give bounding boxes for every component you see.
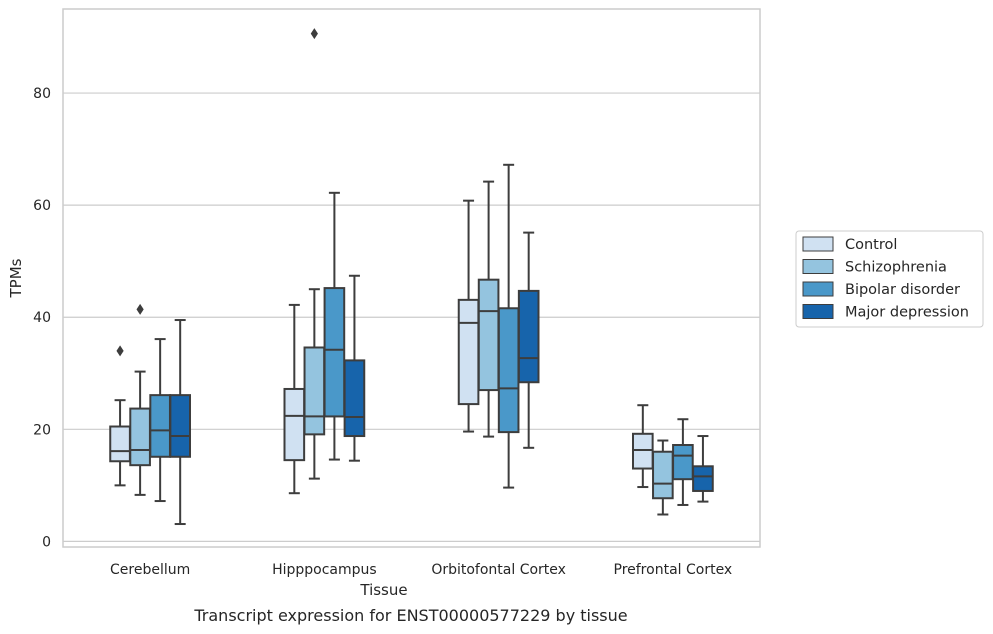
iqr-box [149, 394, 171, 458]
legend-label: Bipolar disorder [845, 282, 960, 298]
legend-label: Major depression [845, 305, 969, 321]
iqr-box [283, 387, 306, 462]
iqr-box [169, 394, 192, 458]
iqr-box [631, 432, 654, 470]
box-major-depression [169, 319, 192, 526]
x-tick-label: Prefrontal Cortex [614, 562, 733, 578]
legend-swatch [802, 281, 834, 297]
iqr-box [457, 298, 480, 406]
iqr-box [129, 407, 151, 467]
figure-caption: Transcript expression for ENST0000057722… [193, 606, 627, 625]
legend-label: Schizophrenia [845, 260, 947, 276]
box-major-depression [343, 274, 366, 462]
box-schizophrenia [652, 439, 674, 516]
plot-boxes [109, 28, 714, 526]
legend-swatch [802, 259, 834, 274]
outlier-point [116, 345, 124, 357]
plot-frame [62, 8, 761, 548]
y-axis-title: TPMs [7, 258, 25, 298]
iqr-box [497, 307, 520, 434]
box-bipolar-disorder [672, 418, 694, 506]
outlier-point [136, 303, 144, 315]
box-control [109, 345, 131, 487]
x-tick-label: Hipppocampus [272, 562, 377, 578]
legend-frame [795, 230, 984, 328]
iqr-box [343, 359, 366, 438]
box-major-depression [517, 231, 540, 449]
axis-ticks: 0 20 40 60 80 Cerebellum Hipppocampus Orbitofon… [33, 86, 732, 578]
iqr-box [323, 287, 346, 418]
box-schizophrenia [129, 303, 151, 496]
y-tick-label: 20 [33, 422, 51, 438]
iqr-box [517, 289, 540, 384]
legend-label: Control [845, 237, 897, 253]
legend-swatch [802, 304, 834, 319]
y-tick-label: 80 [33, 86, 51, 102]
x-tick-label: Cerebellum [110, 562, 190, 578]
box-bipolar-disorder [323, 191, 346, 461]
x-axis-title: Tissue [359, 581, 407, 599]
y-tick-label: 0 [42, 534, 51, 550]
legend-swatch [802, 236, 834, 252]
outlier-point [310, 28, 318, 40]
iqr-box [303, 346, 326, 436]
iqr-box [477, 278, 500, 392]
iqr-box [652, 450, 674, 500]
iqr-box [672, 444, 694, 481]
iqr-box [109, 425, 131, 463]
iqr-box [692, 465, 714, 492]
box-major-depression [692, 435, 714, 503]
legend: Control Schizophrenia Bipolar disorder Majo… [795, 230, 984, 328]
y-tick-label: 40 [33, 310, 51, 326]
x-tick-label: Orbitofontal Cortex [431, 562, 566, 578]
y-tick-label: 60 [33, 198, 51, 214]
box-control [631, 404, 654, 489]
